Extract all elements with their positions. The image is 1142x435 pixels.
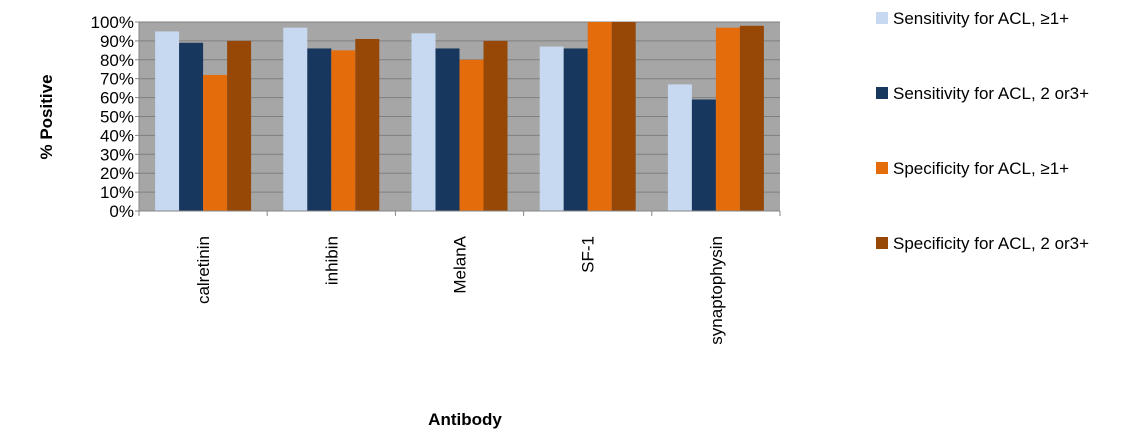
x-tick-label: calretinin [194,236,213,304]
legend-swatch [876,237,888,249]
y-tick-label: 70% [100,70,134,89]
bar [483,40,508,212]
bar [691,99,716,211]
bar [355,39,380,212]
legend-entry: Sensitivity for ACL, 2 or3+ [893,84,1089,103]
x-tick-label: MelanA [451,235,470,293]
bar [227,40,252,212]
x-tick-label: SF-1 [579,236,598,273]
legend-swatch [876,162,888,174]
bar [411,33,436,212]
bar [715,27,740,212]
y-tick-label: 50% [100,108,134,127]
bar [435,48,460,212]
y-tick-label: 10% [100,183,134,202]
y-tick-label: 100% [91,13,134,32]
legend-entry: Specificity for ACL, ≥1+ [893,159,1069,178]
bar [307,48,332,212]
y-tick-label: 60% [100,89,134,108]
plot-area [139,21,780,212]
legend-swatch [876,87,888,99]
y-tick-label: 0% [109,202,134,221]
y-axis-title: % Positive [37,74,56,159]
axis-labels: % Positive Antibody [37,74,502,429]
bar [459,59,484,211]
bar [739,25,764,212]
y-tick-label: 30% [100,145,134,164]
y-tick-label: 40% [100,126,134,145]
bar [563,48,588,212]
legend-swatch [876,12,888,24]
bar [283,27,308,212]
legend-entry: Specificity for ACL, 2 or3+ [893,234,1089,253]
legend: Sensitivity for ACL, ≥1+ Sensitivity for … [876,9,1089,253]
bar [611,22,636,211]
legend-entry: Sensitivity for ACL, ≥1+ [893,9,1069,28]
x-tick-label: inhibin [322,236,341,285]
x-tick-label: synaptophysin [707,236,726,345]
bar [179,42,204,211]
axes: 0%10%20%30%40%50%60%70%80%90%100% calreti… [91,13,781,345]
bar [203,74,228,211]
y-tick-label: 80% [100,51,134,70]
y-tick-label: 90% [100,32,134,51]
bar [331,50,356,211]
bar [667,84,692,211]
y-tick-label: 20% [100,164,134,183]
bar [587,22,612,211]
bar [155,31,180,212]
bar [539,46,564,211]
x-axis-title: Antibody [428,410,502,429]
